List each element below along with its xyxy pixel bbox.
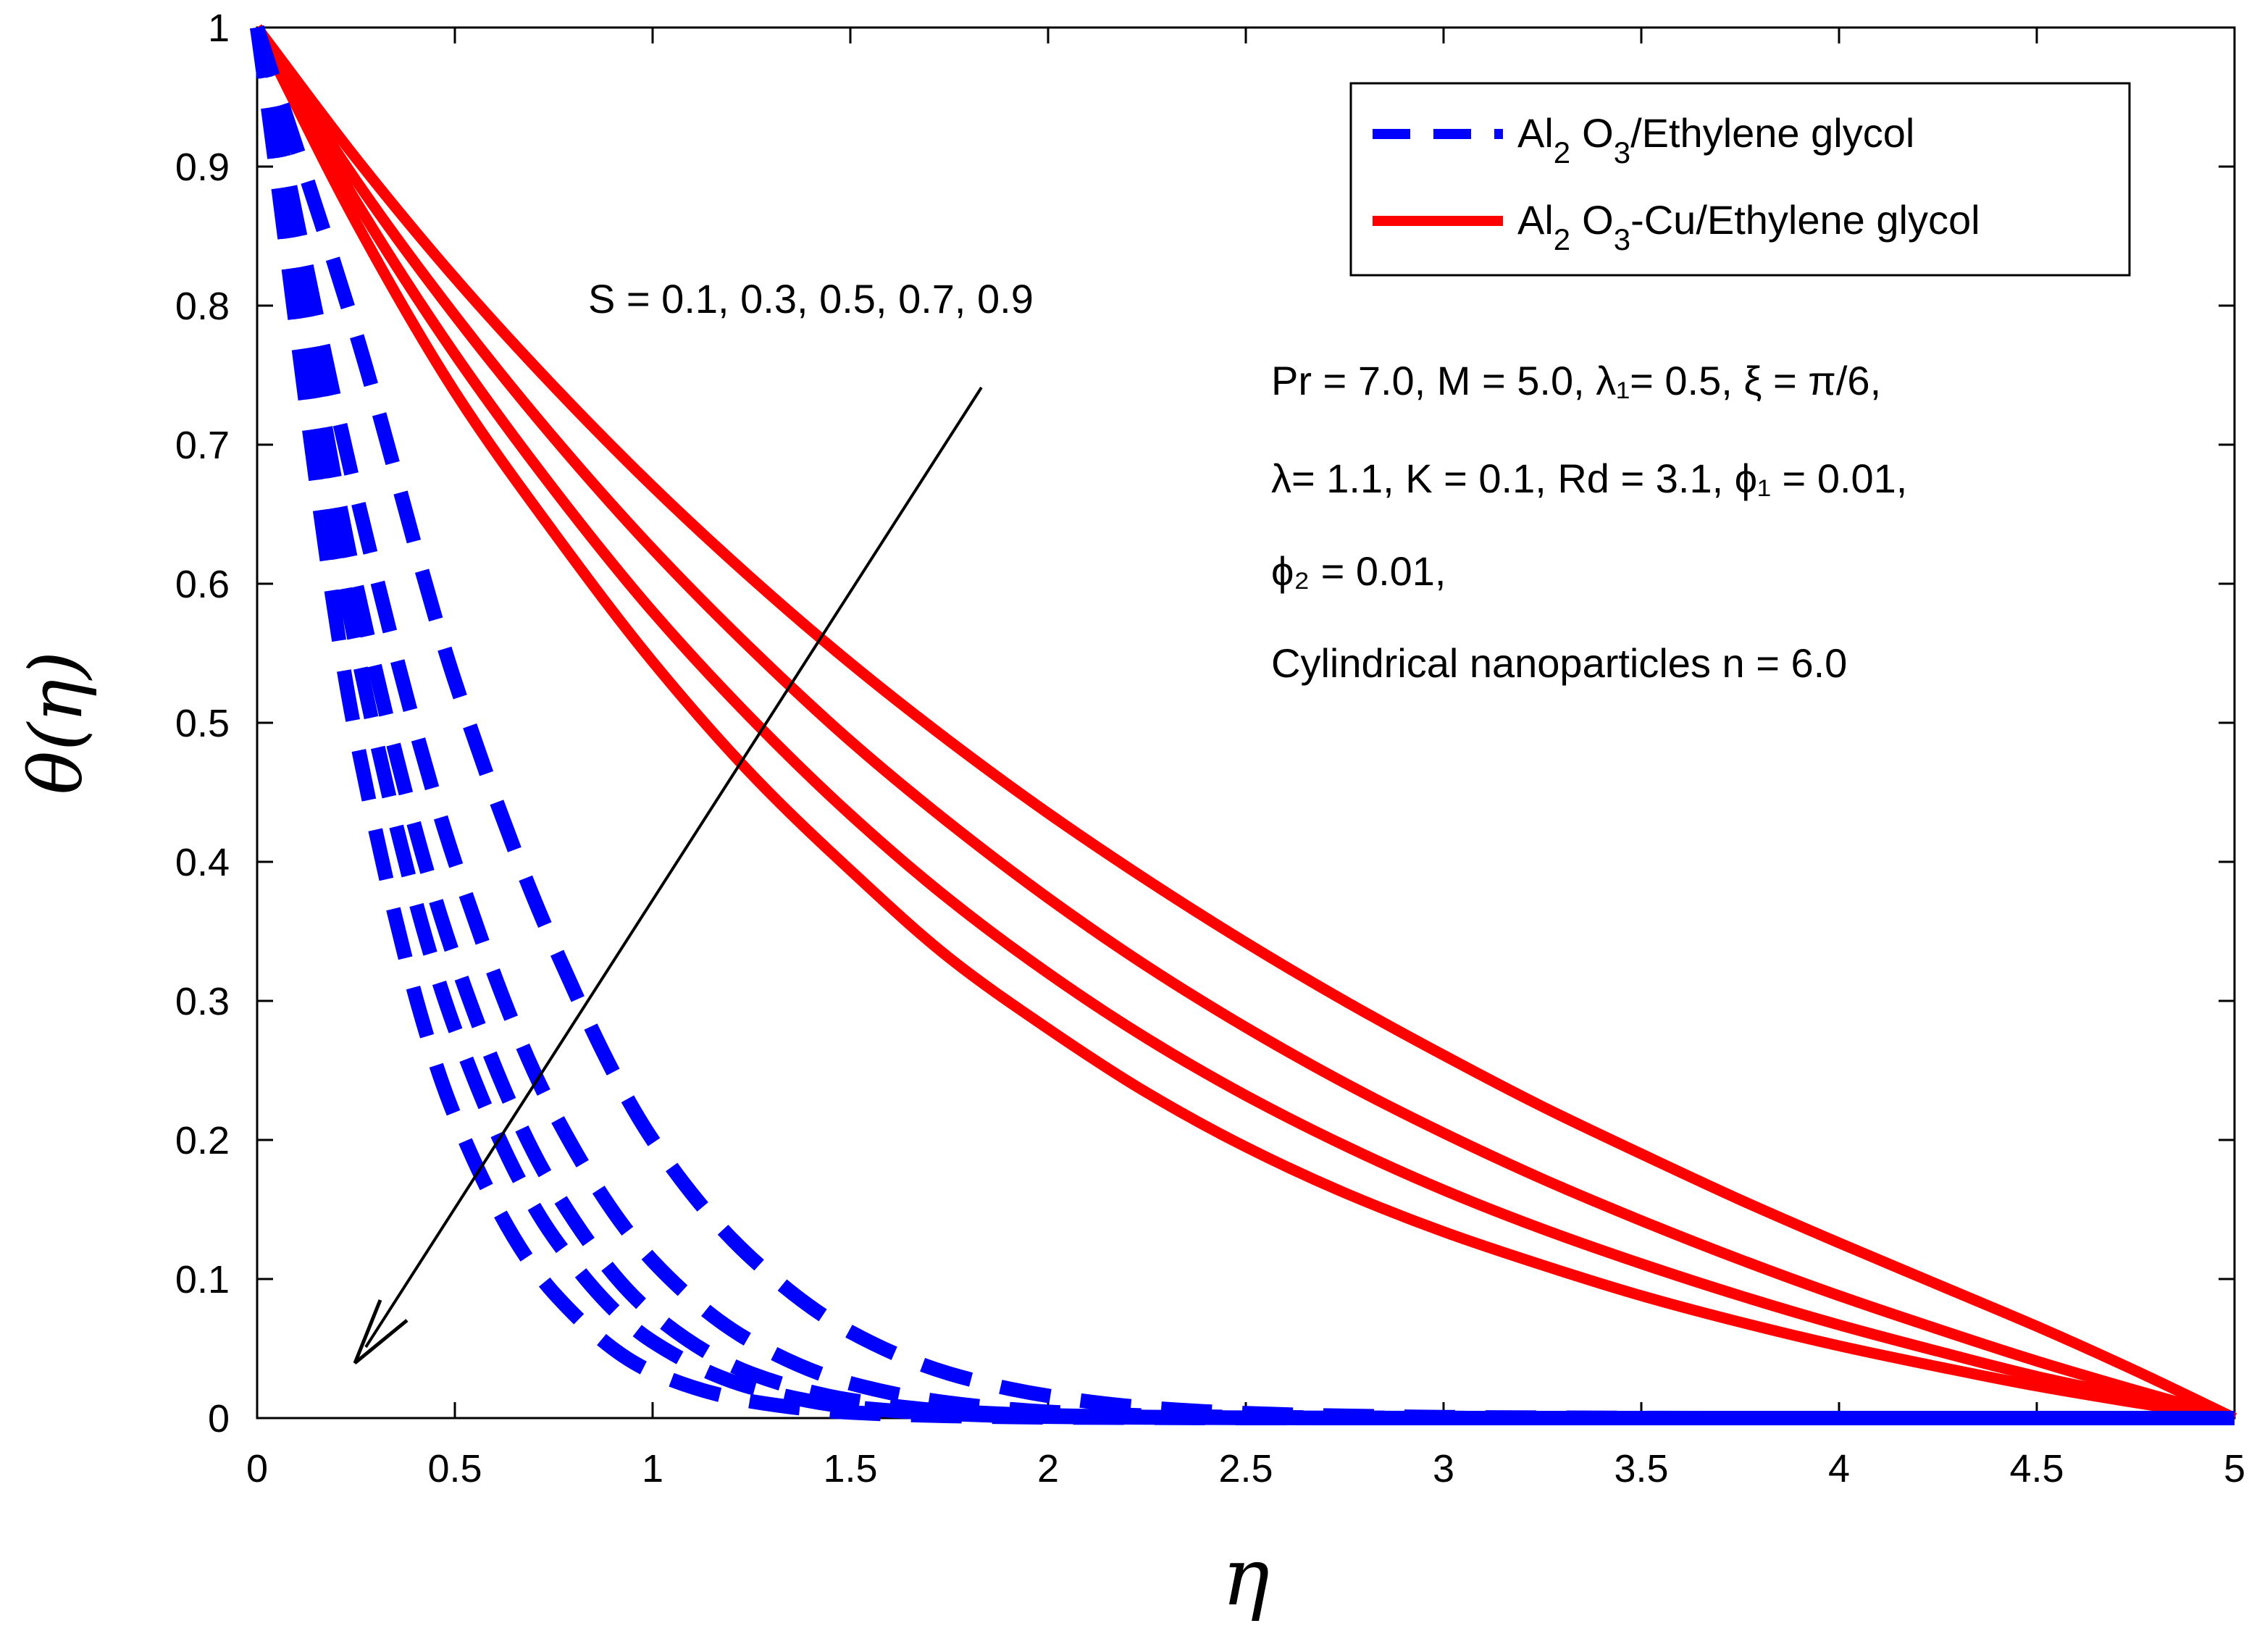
y-tick-label: 0.9: [175, 146, 230, 189]
x-tick-label: 3: [1433, 1447, 1454, 1490]
y-tick-label: 0.6: [175, 563, 230, 606]
x-tick-label: 1: [642, 1447, 663, 1490]
params-line-3: ϕ₂ = 0.01,: [1271, 548, 1446, 594]
series-layer: [250, 24, 2237, 1426]
series-line-al2o3-cu-s03: [252, 25, 2236, 1424]
series-line-al2o3-s09: [250, 25, 2235, 1426]
y-tick-label: 0.8: [175, 285, 230, 328]
x-tick-label: 2.5: [1218, 1447, 1273, 1490]
series-line-al2o3-cu-s05: [252, 24, 2237, 1424]
y-tick-label: 1: [208, 7, 230, 50]
legend-box: [1349, 82, 2131, 277]
arrow-label: S = 0.1, 0.3, 0.5, 0.7, 0.9: [588, 276, 1034, 322]
y-tick-label: 0.7: [175, 424, 230, 467]
legend: Al2 O3/Ethylene glycol Al2 O3-Cu/Ethylene …: [1349, 82, 2131, 277]
series-line-al2o3-s05: [250, 26, 2235, 1426]
x-tick-label: 4.5: [2009, 1447, 2064, 1490]
x-tick-label: 1.5: [823, 1447, 877, 1490]
legend-label-1: Al2 O3/Ethylene glycol: [1517, 110, 1914, 169]
params-line-4: Cylindrical nanoparticles n = 6.0: [1271, 640, 1847, 686]
legend-label-2: Al2 O3-Cu/Ethylene glycol: [1517, 197, 1980, 256]
y-tick-label: 0.5: [175, 702, 230, 745]
x-tick-label: 2: [1037, 1447, 1059, 1490]
series-line-al2o3-cu-s07: [253, 24, 2237, 1423]
s-arrow: [353, 386, 983, 1364]
x-axis-label: η: [1222, 1530, 1270, 1623]
x-tick-label: 3.5: [1614, 1447, 1668, 1490]
x-tick-label: 5: [2224, 1447, 2245, 1490]
x-tick-label: 4: [1828, 1447, 1850, 1490]
params-line-2: λ= 1.1, K = 0.1, Rd = 3.1, ϕ₁ = 0.01,: [1271, 456, 1907, 501]
x-tick-label: 0: [246, 1447, 268, 1490]
y-axis-label: θ(η): [14, 651, 99, 794]
series-line-al2o3-cu-s01: [252, 25, 2236, 1424]
y-tick-label: 0.3: [175, 980, 230, 1023]
x-tick-label: 0.5: [427, 1447, 482, 1490]
params-line-1: Pr = 7.0, M = 5.0, λ₁= 0.5, ξ = π/6,: [1271, 358, 1881, 403]
y-tick-label: 0.4: [175, 841, 230, 884]
axis-ticks: 0 0.5 1 1.5 2 2.5 3 3.5 4 4.5 5 0 0.1 0.2 0.3 0.4 0.5 0.6…: [175, 7, 2245, 1490]
y-tick-label: 0.1: [175, 1258, 230, 1301]
y-tick-label: 0.2: [175, 1119, 230, 1162]
y-tick-label: 0: [208, 1397, 230, 1441]
